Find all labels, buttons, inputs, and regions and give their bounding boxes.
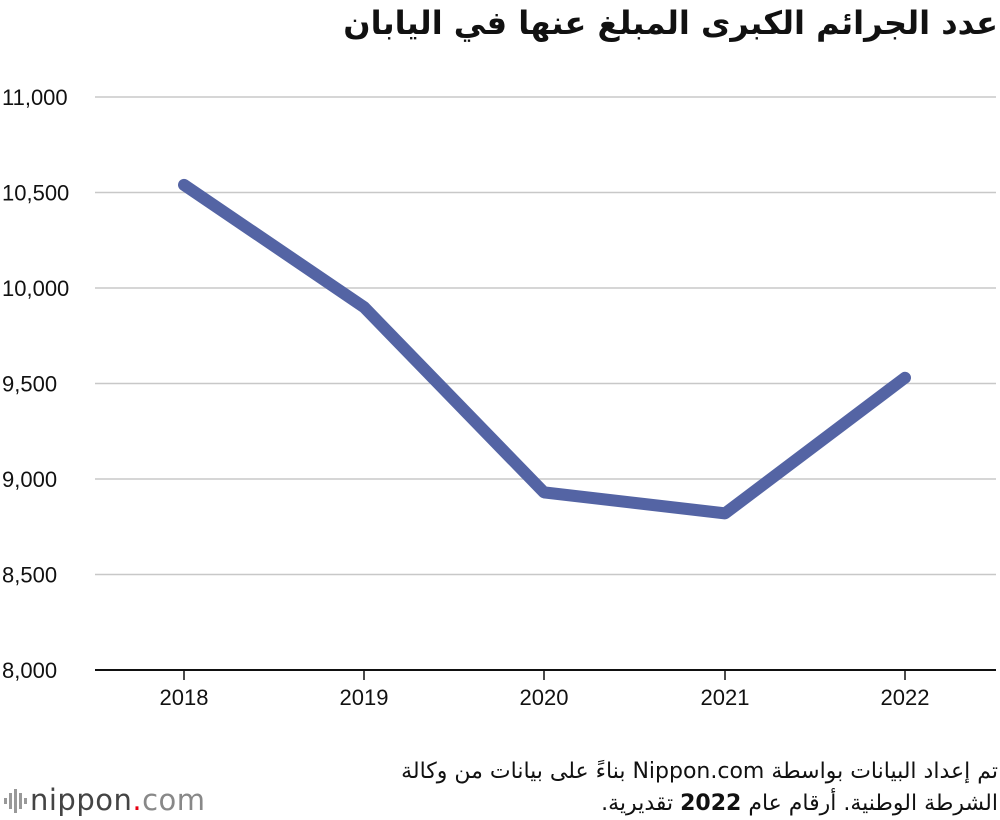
data-point bbox=[362, 305, 366, 310]
y-tick-label: 8,500 bbox=[2, 563, 57, 588]
nippon-logo: nippon.com bbox=[2, 782, 206, 818]
data-point bbox=[542, 490, 546, 495]
x-tick-label: 2020 bbox=[520, 685, 569, 710]
logo-suffix: com bbox=[142, 783, 206, 817]
data-point bbox=[903, 375, 907, 380]
y-axis-ticks: 8,000 8,500 9,000 9,500 10,000 10,500 11,000 bbox=[2, 85, 69, 683]
logo-dot: . bbox=[132, 783, 143, 817]
data-point bbox=[182, 182, 186, 187]
y-tick-label: 8,000 bbox=[2, 658, 57, 683]
chart-title: عدد الجرائم الكبرى المبلغ عنها في اليابا… bbox=[343, 4, 998, 42]
line-chart: 8,000 8,500 9,000 9,500 10,000 10,500 11,000 2… bbox=[2, 85, 996, 710]
y-tick-label: 10,000 bbox=[2, 276, 69, 301]
y-tick-label: 10,500 bbox=[2, 181, 69, 206]
x-tick-label: 2018 bbox=[160, 685, 209, 710]
x-axis-ticks: 2018 2019 2020 2021 2022 bbox=[160, 670, 930, 710]
source-note-year: 2022 bbox=[680, 791, 742, 816]
data-point bbox=[723, 511, 727, 516]
gridlines bbox=[95, 96, 996, 671]
series-layer bbox=[178, 178, 911, 520]
source-note-line2-pre: الشرطة الوطنية. أرقام عام bbox=[741, 791, 998, 816]
x-tick-label: 2019 bbox=[340, 685, 389, 710]
logo-bars-icon bbox=[4, 789, 27, 813]
x-tick-label: 2021 bbox=[701, 685, 750, 710]
y-tick-label: 11,000 bbox=[2, 85, 68, 110]
source-note-line1: تم إعداد البيانات بواسطة Nippon.com بناء… bbox=[401, 759, 998, 784]
y-tick-label: 9,500 bbox=[2, 372, 57, 397]
x-tick-label: 2022 bbox=[881, 685, 930, 710]
series-line bbox=[178, 178, 911, 520]
y-tick-label: 9,000 bbox=[2, 467, 57, 492]
logo-name: nippon bbox=[30, 783, 133, 817]
source-note-line2: الشرطة الوطنية. أرقام عام 2022 تقديرية. bbox=[258, 788, 998, 820]
source-note: تم إعداد البيانات بواسطة Nippon.com بناء… bbox=[258, 756, 998, 820]
logo-wordmark: nippon.com bbox=[30, 783, 206, 817]
source-note-line2-post: تقديرية. bbox=[601, 791, 681, 816]
